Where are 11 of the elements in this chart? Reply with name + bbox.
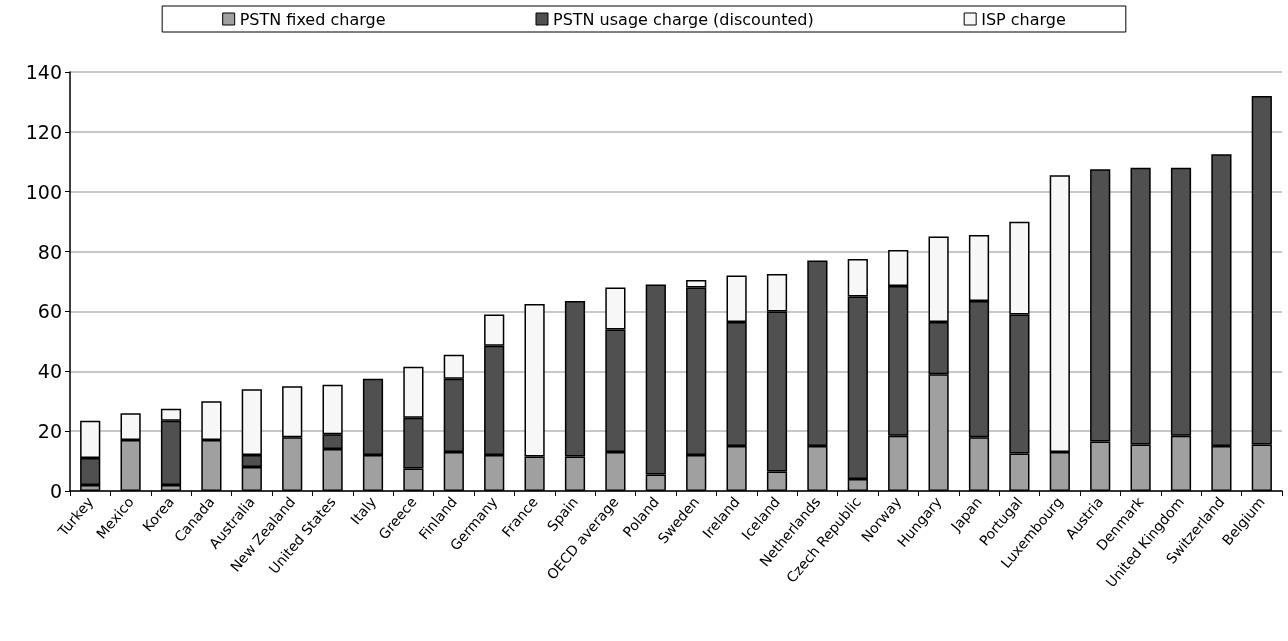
- y-tick-label: 140: [25, 61, 62, 83]
- legend-label: PSTN usage charge (discounted): [552, 9, 814, 29]
- legend-label: PSTN fixed charge: [239, 9, 386, 29]
- y-tick-label: 0: [49, 480, 62, 502]
- y-tick-label: 100: [25, 180, 62, 203]
- y-tick-label: 40: [37, 360, 62, 383]
- y-tick-label: 80: [37, 240, 62, 263]
- legend-label: ISP charge: [981, 9, 1066, 29]
- y-tick-label: 120: [25, 120, 62, 143]
- y-tick-label: 20: [37, 420, 62, 443]
- y-tick-label: 60: [37, 300, 62, 323]
